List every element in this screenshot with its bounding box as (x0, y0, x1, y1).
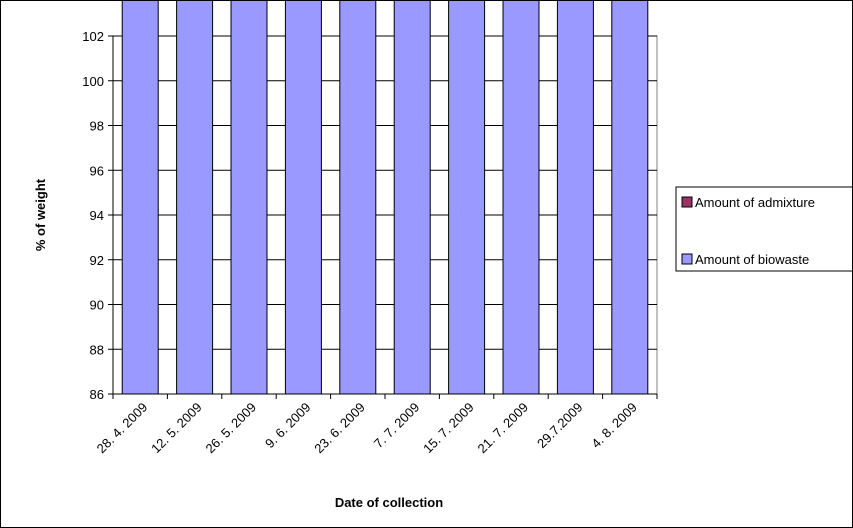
x-tick-label: 28. 4. 2009 (94, 400, 151, 457)
bar-biowaste (448, 1, 486, 395)
y-tick-label: 90 (90, 298, 104, 313)
y-tick-label: 96 (90, 163, 104, 178)
y-axis-ticks: 86 88 90 92 94 96 98 100 102 (82, 29, 113, 402)
bar-biowaste (611, 1, 649, 395)
legend: Amount of admixture Amount of biowaste (675, 186, 852, 272)
legend-swatch-biowaste (681, 253, 693, 265)
y-tick-label: 102 (82, 29, 104, 44)
x-tick-label: 15. 7. 2009 (420, 400, 477, 457)
x-tick-label: 7. 7. 2009 (371, 400, 422, 451)
y-axis-title: % of weight (33, 178, 48, 251)
bar-biowaste (121, 1, 159, 395)
bar-biowaste (284, 1, 322, 395)
x-axis-title: Date of collection (335, 495, 443, 510)
bar-biowaste (176, 1, 214, 395)
legend-label-biowaste: Amount of biowaste (695, 252, 809, 267)
bar-biowaste (230, 1, 268, 395)
y-tick-label: 92 (90, 253, 104, 268)
y-tick-label: 88 (90, 342, 104, 357)
bar-biowaste (556, 1, 594, 395)
bar-biowaste (393, 1, 431, 395)
x-tick-label: 4. 8. 2009 (588, 400, 639, 451)
x-tick-label: 23. 6. 2009 (311, 400, 368, 457)
y-tick-label: 100 (82, 74, 104, 89)
x-tick-label: 9. 6. 2009 (262, 400, 313, 451)
x-tick-label: 26. 5. 2009 (203, 400, 260, 457)
y-tick-label: 94 (90, 208, 104, 223)
y-tick-label: 86 (90, 387, 104, 402)
legend-label-admixture: Amount of admixture (695, 195, 815, 210)
legend-swatch-admixture (681, 196, 693, 208)
y-tick-label: 98 (90, 119, 104, 134)
legend-box (675, 186, 852, 272)
bar-biowaste (502, 1, 540, 395)
x-tick-label: 21. 7. 2009 (475, 400, 532, 457)
x-tick-label: 29.7.2009 (534, 400, 586, 452)
x-tick-label: 12. 5. 2009 (148, 400, 205, 457)
bar-biowaste (339, 1, 377, 395)
